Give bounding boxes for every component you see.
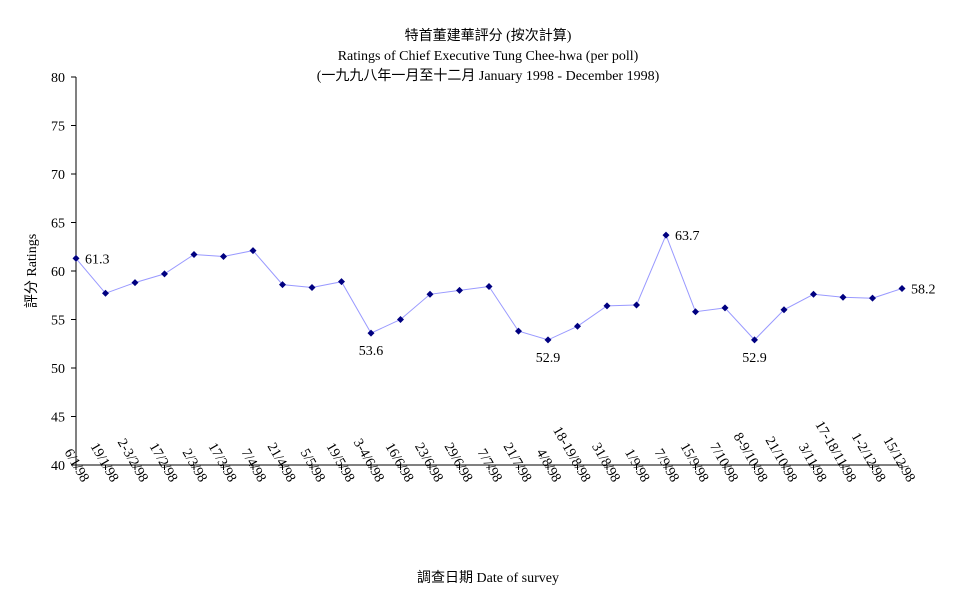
x-tick-label: 29/6/98 <box>441 440 475 485</box>
x-axis-label: 調查日期 Date of survey <box>417 570 559 586</box>
data-labels: 61.3 53.6 52.9 63.7 52.9 58.2 <box>85 229 936 366</box>
y-tick-label: 50 <box>51 362 65 377</box>
x-tick-label: 1/9/98 <box>621 447 652 485</box>
x-tick-label: 21/7/98 <box>500 440 534 485</box>
data-point <box>633 301 640 309</box>
chart-subtitle: Ratings of Chief Executive Tung Chee-hwa… <box>338 49 639 64</box>
axes: 4045505560657075806/1/9819/1/982-3/2/981… <box>51 71 918 485</box>
x-tick-label: 7/4/98 <box>238 447 269 485</box>
data-label: 52.9 <box>536 351 561 366</box>
series-group <box>72 231 906 344</box>
y-tick-label: 60 <box>51 265 65 280</box>
data-point <box>898 284 906 292</box>
y-tick-label: 55 <box>51 314 65 329</box>
chart-subtitle-period: (一九九八年一月至十二月 January 1998 - December 199… <box>317 68 660 84</box>
data-point <box>869 294 876 302</box>
data-point <box>721 304 729 312</box>
y-tick-label: 65 <box>51 217 65 232</box>
y-axis-label: 評分 Ratings <box>24 234 40 308</box>
data-point <box>102 289 109 297</box>
x-tick-label: 17/2/98 <box>146 440 180 485</box>
x-tick-label: 7/9/98 <box>651 447 682 485</box>
data-point <box>780 306 788 314</box>
data-point <box>249 247 257 255</box>
y-tick-label: 40 <box>51 459 65 474</box>
data-point <box>456 286 463 294</box>
data-point <box>810 290 817 298</box>
data-label: 63.7 <box>675 229 700 244</box>
x-tick-label: 6/1/98 <box>61 447 92 485</box>
chart-title: 特首董建華評分 (按次計算) <box>405 28 572 44</box>
data-point <box>338 278 345 286</box>
x-tick-label: 21/4/98 <box>264 440 298 485</box>
data-point <box>603 302 611 310</box>
data-point <box>662 231 670 239</box>
x-tick-label: 17/3/98 <box>205 440 239 485</box>
data-point <box>367 329 375 337</box>
data-label: 53.6 <box>359 344 384 359</box>
x-tick-label: 7/7/98 <box>474 447 505 485</box>
y-tick-label: 45 <box>51 411 65 426</box>
data-point <box>544 336 552 344</box>
y-tick-label: 80 <box>51 71 65 86</box>
data-point <box>308 283 316 291</box>
x-tick-label: 4/8/98 <box>533 447 564 485</box>
y-tick-label: 75 <box>51 120 65 135</box>
data-point <box>72 254 80 262</box>
data-point <box>692 308 699 316</box>
data-point <box>485 283 493 291</box>
data-label: 52.9 <box>742 351 767 366</box>
y-tick-label: 70 <box>51 168 65 183</box>
data-point <box>131 279 139 287</box>
data-point <box>751 336 758 344</box>
data-point <box>515 327 522 335</box>
data-point <box>426 290 434 298</box>
x-tick-label: 5/5/98 <box>297 447 328 485</box>
data-point <box>397 316 404 323</box>
data-point <box>190 251 198 259</box>
data-point <box>574 322 581 330</box>
x-tick-label: 31/8/98 <box>588 440 622 485</box>
data-label: 61.3 <box>85 252 110 267</box>
x-tick-label: 2/3/98 <box>179 447 210 485</box>
data-point <box>220 252 227 260</box>
data-point <box>839 293 847 301</box>
data-point <box>161 270 168 278</box>
data-label: 58.2 <box>911 282 936 297</box>
data-point <box>279 281 286 289</box>
